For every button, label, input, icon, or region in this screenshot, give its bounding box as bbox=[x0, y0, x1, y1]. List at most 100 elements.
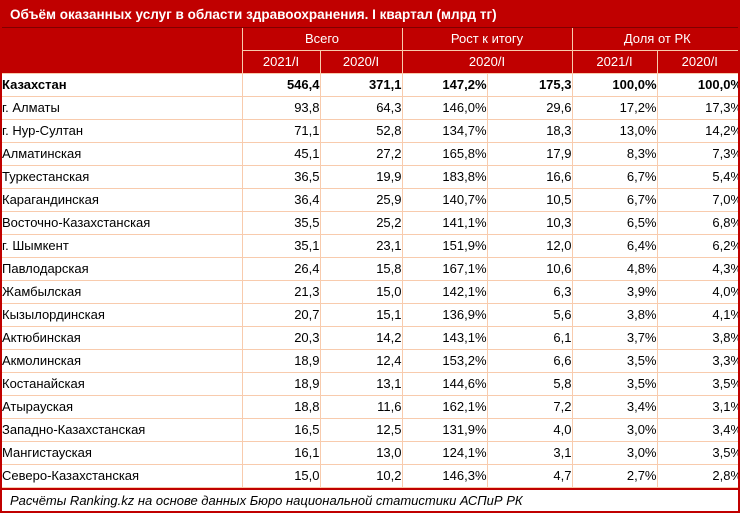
value-cell: 3,1% bbox=[656, 395, 738, 419]
value-cell: 64,3 bbox=[319, 96, 403, 120]
region-cell: г. Шымкент bbox=[2, 234, 243, 258]
value-cell: 10,3 bbox=[486, 211, 573, 235]
value-cell: 6,5% bbox=[571, 211, 658, 235]
region-cell: Западно-Казахстанская bbox=[2, 418, 243, 442]
value-cell: 4,0 bbox=[486, 418, 573, 442]
table-row: Жамбылская 21,3 15,0 142,1% 6,3 3,9% 4,0% bbox=[2, 280, 738, 304]
value-cell: 3,5% bbox=[656, 372, 738, 396]
region-cell: Кызылординская bbox=[2, 303, 243, 327]
value-cell: 25,9 bbox=[319, 188, 403, 212]
value-cell: 18,8 bbox=[241, 395, 321, 419]
region-cell: Акмолинская bbox=[2, 349, 243, 373]
value-cell: 16,1 bbox=[241, 441, 321, 465]
source-note: Расчёты Ranking.kz на основе данных Бюро… bbox=[2, 488, 738, 511]
value-cell: 52,8 bbox=[319, 119, 403, 143]
value-cell: 3,0% bbox=[571, 441, 658, 465]
value-cell: 10,2 bbox=[319, 464, 403, 488]
value-cell: 4,8% bbox=[571, 257, 658, 281]
value-cell: 3,5% bbox=[571, 372, 658, 396]
table-row: Актюбинская 20,3 14,2 143,1% 6,1 3,7% 3,8% bbox=[2, 326, 738, 350]
value-cell: 35,1 bbox=[241, 234, 321, 258]
table-body: Казахстан 546,4 371,1 147,2% 175,3 100,0% 100,… bbox=[2, 73, 738, 488]
value-cell: 27,2 bbox=[319, 142, 403, 166]
value-cell: 35,5 bbox=[241, 211, 321, 235]
group-header-total: Всего bbox=[241, 28, 403, 51]
table-row: Западно-Казахстанская 16,5 12,5 131,9% 4,0 3,… bbox=[2, 418, 738, 442]
data-table: Всего Рост к итогу Доля от РК 2021/I 202… bbox=[2, 28, 738, 488]
value-cell: 5,8 bbox=[486, 372, 573, 396]
value-cell: 13,1 bbox=[319, 372, 403, 396]
region-cell: Павлодарская bbox=[2, 257, 243, 281]
value-cell: 17,3% bbox=[656, 96, 738, 120]
value-cell: 175,3 bbox=[486, 73, 573, 97]
value-cell: 18,9 bbox=[241, 372, 321, 396]
value-cell: 4,0% bbox=[656, 280, 738, 304]
value-cell: 5,4% bbox=[656, 165, 738, 189]
value-cell: 2,7% bbox=[571, 464, 658, 488]
value-cell: 124,1% bbox=[401, 441, 488, 465]
value-cell: 21,3 bbox=[241, 280, 321, 304]
col-header-share-2020: 2020/I bbox=[656, 50, 738, 74]
value-cell: 18,9 bbox=[241, 349, 321, 373]
value-cell: 20,7 bbox=[241, 303, 321, 327]
region-cell: Казахстан bbox=[2, 73, 243, 97]
table-row: Атырауская 18,8 11,6 162,1% 7,2 3,4% 3,1% bbox=[2, 395, 738, 419]
table-header: Всего Рост к итогу Доля от РК 2021/I 202… bbox=[2, 28, 738, 74]
value-cell: 165,8% bbox=[401, 142, 488, 166]
value-cell: 16,6 bbox=[486, 165, 573, 189]
value-cell: 6,6 bbox=[486, 349, 573, 373]
value-cell: 12,0 bbox=[486, 234, 573, 258]
table-row: г. Алматы 93,8 64,3 146,0% 29,6 17,2% 17,3% bbox=[2, 96, 738, 120]
table-row: Акмолинская 18,9 12,4 153,2% 6,6 3,5% 3,3% bbox=[2, 349, 738, 373]
value-cell: 131,9% bbox=[401, 418, 488, 442]
table-row: Карагандинская 36,4 25,9 140,7% 10,5 6,7% 7,0% bbox=[2, 188, 738, 212]
value-cell: 7,2 bbox=[486, 395, 573, 419]
table-row: Кызылординская 20,7 15,1 136,9% 5,6 3,8% 4,1% bbox=[2, 303, 738, 327]
table-row: Павлодарская 26,4 15,8 167,1% 10,6 4,8% 4,3% bbox=[2, 257, 738, 281]
value-cell: 29,6 bbox=[486, 96, 573, 120]
value-cell: 6,7% bbox=[571, 188, 658, 212]
table-row: Алматинская 45,1 27,2 165,8% 17,9 8,3% 7,3% bbox=[2, 142, 738, 166]
region-cell: Атырауская bbox=[2, 395, 243, 419]
value-cell: 45,1 bbox=[241, 142, 321, 166]
value-cell: 2,8% bbox=[656, 464, 738, 488]
value-cell: 93,8 bbox=[241, 96, 321, 120]
col-header-total-2020: 2020/I bbox=[319, 50, 403, 74]
value-cell: 3,8% bbox=[656, 326, 738, 350]
value-cell: 13,0% bbox=[571, 119, 658, 143]
value-cell: 3,5% bbox=[571, 349, 658, 373]
value-cell: 12,5 bbox=[319, 418, 403, 442]
value-cell: 3,3% bbox=[656, 349, 738, 373]
value-cell: 15,0 bbox=[319, 280, 403, 304]
value-cell: 20,3 bbox=[241, 326, 321, 350]
region-column-header bbox=[2, 28, 243, 74]
value-cell: 7,0% bbox=[656, 188, 738, 212]
value-cell: 144,6% bbox=[401, 372, 488, 396]
value-cell: 136,9% bbox=[401, 303, 488, 327]
value-cell: 23,1 bbox=[319, 234, 403, 258]
value-cell: 6,3 bbox=[486, 280, 573, 304]
value-cell: 167,1% bbox=[401, 257, 488, 281]
value-cell: 4,3% bbox=[656, 257, 738, 281]
value-cell: 13,0 bbox=[319, 441, 403, 465]
value-cell: 17,2% bbox=[571, 96, 658, 120]
col-header-growth-2020: 2020/I bbox=[401, 50, 573, 74]
value-cell: 71,1 bbox=[241, 119, 321, 143]
value-cell: 26,4 bbox=[241, 257, 321, 281]
value-cell: 15,1 bbox=[319, 303, 403, 327]
region-cell: Актюбинская bbox=[2, 326, 243, 350]
region-cell: г. Алматы bbox=[2, 96, 243, 120]
value-cell: 143,1% bbox=[401, 326, 488, 350]
value-cell: 19,9 bbox=[319, 165, 403, 189]
value-cell: 3,8% bbox=[571, 303, 658, 327]
value-cell: 146,3% bbox=[401, 464, 488, 488]
col-header-total-2021: 2021/I bbox=[241, 50, 321, 74]
region-cell: Восточно-Казахстанская bbox=[2, 211, 243, 235]
value-cell: 8,3% bbox=[571, 142, 658, 166]
table-row: Мангистауская 16,1 13,0 124,1% 3,1 3,0% 3,5% bbox=[2, 441, 738, 465]
value-cell: 134,7% bbox=[401, 119, 488, 143]
region-cell: Костанайская bbox=[2, 372, 243, 396]
table-row: Казахстан 546,4 371,1 147,2% 175,3 100,0% 100,… bbox=[2, 73, 738, 97]
value-cell: 6,8% bbox=[656, 211, 738, 235]
